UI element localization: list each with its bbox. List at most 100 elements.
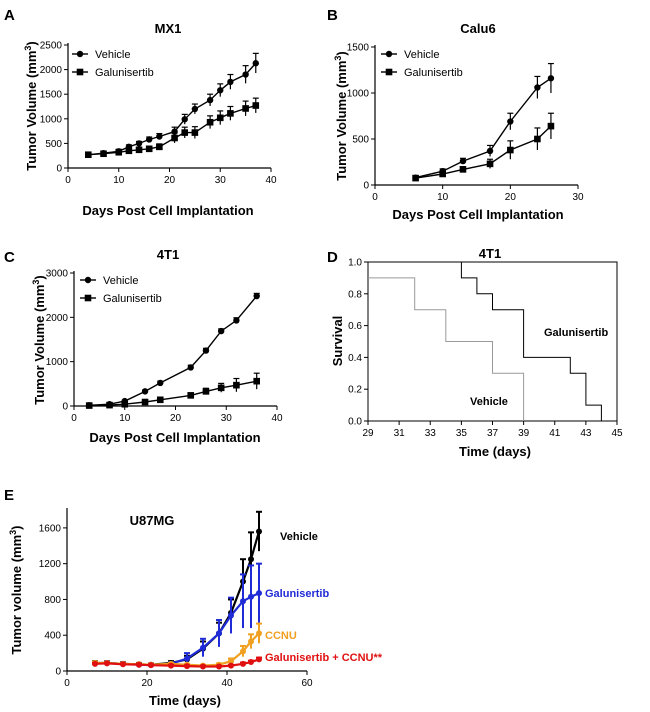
series-annotation: Vehicle (280, 531, 318, 543)
data-point (184, 655, 190, 662)
chart-title: Calu6 (460, 21, 495, 36)
series-line (89, 295, 258, 406)
y-tick-label: 500 (45, 139, 62, 150)
legend-label: Galunisertib (95, 67, 154, 79)
y-tick-label: 2000 (46, 313, 69, 324)
y-axis-label: Tumor Volume (mm3) (31, 275, 47, 405)
data-point (228, 658, 234, 665)
data-point (547, 122, 555, 130)
y-tick-label: 0.8 (348, 289, 362, 300)
data-point (248, 556, 254, 563)
data-point (157, 379, 164, 387)
x-tick-label: 30 (572, 192, 584, 203)
data-point (125, 147, 133, 155)
data-point (187, 364, 194, 371)
y-tick-label: 1000 (46, 357, 69, 368)
data-point (252, 60, 259, 67)
x-tick-label: 33 (425, 428, 437, 439)
data-point (202, 347, 210, 354)
series-line (415, 125, 552, 179)
x-axis-label: Time (days) (459, 444, 531, 459)
series-annotation: Vehicle (470, 396, 508, 408)
data-point (242, 71, 249, 78)
x-tick-label: 20 (164, 175, 176, 186)
y-tick-label: 3000 (46, 269, 69, 280)
panel-letter-b: B (327, 7, 338, 24)
x-tick-label: 10 (437, 192, 449, 203)
data-point (200, 644, 206, 651)
data-point (252, 102, 260, 109)
legend-label: Vehicle (103, 275, 138, 287)
data-point (253, 377, 260, 385)
data-point (248, 638, 254, 645)
data-point (141, 398, 149, 406)
x-tick-label: 40 (265, 175, 277, 186)
panel-letter-c: C (4, 249, 15, 266)
data-point (168, 662, 174, 669)
y-axis-label: Survival (330, 316, 345, 367)
data-point (92, 660, 98, 667)
data-point (85, 402, 93, 409)
series-galunisertib (412, 112, 555, 182)
x-tick-label: 10 (113, 175, 125, 186)
chart-title: U87MG (130, 513, 175, 528)
data-point (145, 145, 153, 153)
data-point (216, 114, 224, 122)
series-line (89, 380, 257, 407)
data-point (184, 663, 190, 670)
y-axis-label: Tumor Volume (mm3) (23, 41, 39, 171)
y-tick-label: 1500 (40, 90, 63, 101)
x-axis-label: Days Post Cell Implantation (82, 203, 253, 218)
data-point (240, 598, 246, 605)
legend-label: Vehicle (95, 49, 130, 61)
x-tick-label: 30 (215, 175, 227, 186)
data-point (206, 118, 214, 126)
data-point (233, 381, 240, 389)
data-point (248, 659, 254, 666)
y-tick-label: 800 (44, 595, 61, 606)
y-axis-label: Tumor Volume (mm3) (333, 51, 349, 181)
data-point (191, 105, 199, 113)
panel-d-chart: 4T1 29 31 33 35 37 39 41 43 45 0.0 0.2 0.4 0.6 0.8 1.0 T… (330, 246, 623, 459)
data-point (228, 662, 234, 669)
series-line (368, 261, 602, 421)
y-tick-label: 0.2 (348, 385, 362, 396)
data-point (253, 292, 260, 300)
series-galunisertib (85, 372, 260, 409)
legend-label: Galunisertib (103, 293, 162, 305)
x-tick-label: 0 (372, 192, 378, 203)
y-tick-label: 1000 (347, 89, 370, 100)
data-point (507, 146, 514, 154)
x-tick-label: 45 (611, 428, 623, 439)
y-tick-label: 1600 (39, 523, 62, 534)
series-galunisertib (85, 97, 260, 159)
x-axis-label: Time (days) (149, 693, 221, 708)
x-axis-label: Days Post Cell Implantation (89, 430, 260, 445)
x-tick-label: 20 (505, 192, 517, 203)
panel-a-chart: MX1 0 10 20 30 40 0 500 1000 1500 2000 2500 Days Pos… (23, 21, 277, 218)
data-point (202, 388, 210, 395)
data-point (106, 401, 113, 409)
legend-marker (76, 68, 84, 76)
legend-marker (385, 68, 393, 76)
series-vehicle (86, 292, 260, 409)
data-point (534, 135, 541, 143)
x-tick-label: 60 (301, 678, 313, 689)
data-point (206, 96, 214, 104)
data-point (200, 663, 206, 670)
x-tick-label: 40 (271, 413, 283, 424)
chart-title: 4T1 (157, 247, 179, 262)
y-tick-label: 1.0 (348, 258, 362, 269)
panel-e-chart: U87MG 0 20 40 60 0 400 800 1200 1600 Time (days) Tu… (8, 508, 383, 708)
data-point (217, 87, 224, 94)
x-tick-label: 39 (518, 428, 530, 439)
data-point (240, 660, 246, 667)
data-point (227, 110, 234, 117)
data-point (256, 590, 262, 597)
data-point (104, 660, 110, 667)
y-tick-label: 1200 (39, 559, 62, 570)
legend-marker (84, 294, 92, 302)
y-tick-label: 0 (55, 667, 61, 678)
x-axis-label: Days Post Cell Implantation (392, 207, 563, 222)
y-tick-label: 2500 (40, 41, 63, 52)
